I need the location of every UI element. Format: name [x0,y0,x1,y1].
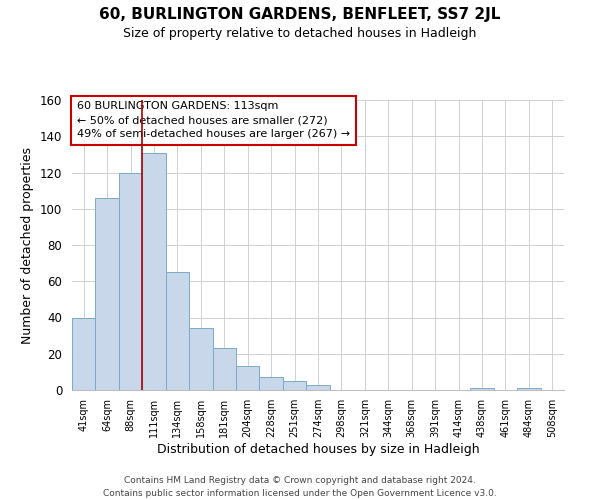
Text: Contains HM Land Registry data © Crown copyright and database right 2024.
Contai: Contains HM Land Registry data © Crown c… [103,476,497,498]
Bar [470,388,494,390]
X-axis label: Distribution of detached houses by size in Hadleigh: Distribution of detached houses by size … [157,442,479,456]
Text: 60, BURLINGTON GARDENS, BENFLEET, SS7 2JL: 60, BURLINGTON GARDENS, BENFLEET, SS7 2J… [100,8,500,22]
Bar [283,381,306,390]
Text: Size of property relative to detached houses in Hadleigh: Size of property relative to detached ho… [124,28,476,40]
Bar [166,272,189,390]
Text: 60 BURLINGTON GARDENS: 113sqm
← 50% of detached houses are smaller (272)
49% of : 60 BURLINGTON GARDENS: 113sqm ← 50% of d… [77,102,350,140]
Y-axis label: Number of detached properties: Number of detached properties [22,146,34,344]
Bar [306,384,330,390]
Bar [72,318,95,390]
Bar [95,198,119,390]
Bar [189,328,212,390]
Bar [236,366,259,390]
Bar [142,152,166,390]
Bar [212,348,236,390]
Bar [119,172,142,390]
Bar [259,378,283,390]
Bar [517,388,541,390]
